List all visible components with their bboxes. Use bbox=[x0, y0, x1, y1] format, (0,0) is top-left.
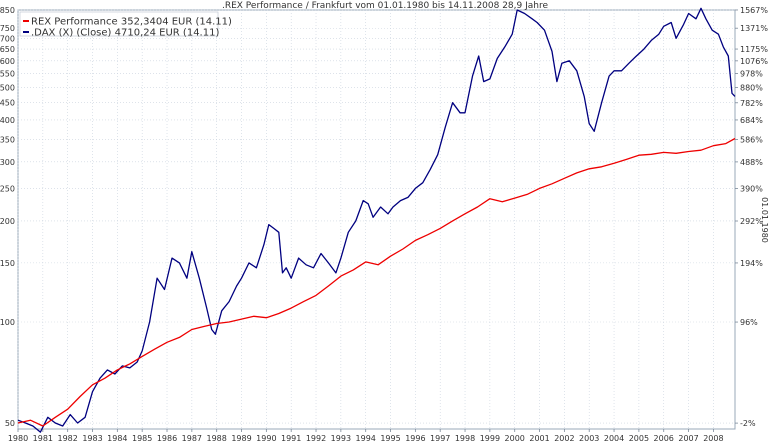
legend-box bbox=[19, 11, 219, 37]
x-tick-label: 1993 bbox=[331, 434, 351, 443]
legend: REX Performance 352,3404 EUR (14.11).DAX… bbox=[19, 11, 232, 39]
y-tick-label: 50 bbox=[5, 419, 15, 428]
right-y-axis: -2% 96% 194% 292% 390% 488% 586% 684% 782% 880% 97… bbox=[735, 6, 768, 428]
x-tick-label: 2003 bbox=[579, 434, 599, 443]
x-tick-label: 1984 bbox=[107, 434, 127, 443]
right-tick-label: 488% bbox=[740, 158, 763, 167]
x-tick-label: 1998 bbox=[455, 434, 475, 443]
x-tick-label: 1995 bbox=[380, 434, 400, 443]
y-tick-label: 400 bbox=[0, 116, 15, 125]
x-tick-label: 1996 bbox=[405, 434, 425, 443]
x-tick-label: 1987 bbox=[182, 434, 202, 443]
right-axis-label: 01.01.1980 bbox=[760, 197, 769, 243]
left-y-axis: 50 100 150 200 250 300 350 400 450 500 550 600 650 70… bbox=[0, 6, 15, 428]
right-tick-label: 1175% bbox=[740, 45, 768, 54]
right-tick-label: 978% bbox=[740, 70, 763, 79]
right-tick-label: 390% bbox=[740, 184, 763, 193]
right-tick-label: 684% bbox=[740, 116, 763, 125]
x-tick-label: 1991 bbox=[281, 434, 301, 443]
x-tick-label: 2000 bbox=[505, 434, 525, 443]
y-tick-label: 450 bbox=[0, 99, 15, 108]
x-tick-label: 1988 bbox=[207, 434, 227, 443]
x-tick-label: 1992 bbox=[306, 434, 326, 443]
x-tick-label: 1983 bbox=[82, 434, 102, 443]
x-tick-label: 2008 bbox=[703, 434, 723, 443]
grid-lines bbox=[17, 9, 735, 429]
x-tick-label: 1980 bbox=[8, 434, 28, 443]
y-tick-label: 650 bbox=[0, 45, 15, 54]
legend-entry: REX Performance 352,3404 EUR (14.11) bbox=[31, 17, 232, 28]
right-tick-label: 96% bbox=[740, 318, 758, 327]
y-tick-label: 550 bbox=[0, 69, 15, 78]
legend-entry: .DAX (X) (Close) 4710,24 EUR (14.11) bbox=[31, 28, 219, 39]
x-tick-label: 1989 bbox=[231, 434, 251, 443]
x-tick-label: 1990 bbox=[256, 434, 276, 443]
x-tick-label: 2006 bbox=[654, 434, 674, 443]
x-tick-label: 2007 bbox=[678, 434, 698, 443]
x-tick-label: 2004 bbox=[604, 434, 624, 443]
y-tick-label: 350 bbox=[0, 135, 15, 144]
y-tick-label: 700 bbox=[0, 34, 15, 43]
right-tick-label: 1567% bbox=[740, 6, 768, 15]
x-tick-label: 2001 bbox=[529, 434, 549, 443]
y-tick-label: 750 bbox=[0, 24, 15, 33]
dax-series-line bbox=[17, 7, 736, 433]
right-tick-label: 1371% bbox=[740, 24, 768, 33]
series-layer bbox=[17, 7, 736, 433]
x-tick-label: 2002 bbox=[554, 434, 574, 443]
right-tick-label: -2% bbox=[740, 419, 756, 428]
right-tick-label: 880% bbox=[740, 83, 763, 92]
y-tick-label: 500 bbox=[0, 83, 15, 92]
right-tick-label: 586% bbox=[740, 135, 763, 144]
y-tick-label: 250 bbox=[0, 184, 15, 193]
right-tick-label: 292% bbox=[740, 217, 763, 226]
x-tick-label: 1997 bbox=[430, 434, 450, 443]
y-tick-label: 850 bbox=[0, 6, 15, 15]
x-tick-label: 1982 bbox=[57, 434, 77, 443]
y-tick-label: 600 bbox=[0, 57, 15, 66]
x-tick-label: 1986 bbox=[157, 434, 177, 443]
x-tick-label: 1981 bbox=[33, 434, 53, 443]
x-axis: 1980 1981 1982 1983 1984 1985 1986 1987 1988 1989… bbox=[8, 429, 724, 443]
right-tick-label: 782% bbox=[740, 99, 763, 108]
y-tick-label: 300 bbox=[0, 158, 15, 167]
y-tick-label: 150 bbox=[0, 259, 15, 268]
x-tick-label: 1985 bbox=[132, 434, 152, 443]
y-tick-label: 200 bbox=[0, 217, 15, 226]
x-tick-label: 1994 bbox=[356, 434, 376, 443]
rex-series-line bbox=[17, 137, 736, 427]
right-tick-label: 194% bbox=[740, 259, 763, 268]
x-tick-label: 1999 bbox=[480, 434, 500, 443]
x-tick-label: 2005 bbox=[629, 434, 649, 443]
right-tick-label: 1076% bbox=[740, 57, 768, 66]
chart-title: .REX Performance / Frankfurt vom 01.01.1… bbox=[222, 1, 549, 11]
y-tick-label: 100 bbox=[0, 318, 15, 327]
